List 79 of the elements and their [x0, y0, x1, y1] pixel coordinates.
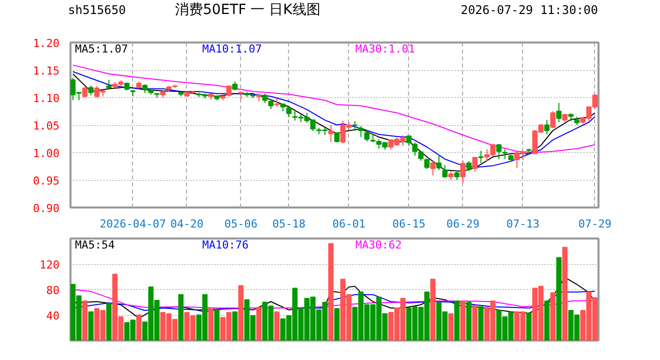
chart-subtitle: sh515650 [68, 2, 126, 19]
bar [238, 285, 244, 340]
bar [106, 303, 112, 340]
candlestick [454, 170, 460, 180]
candlestick [358, 126, 364, 138]
x-tick-label: 07-13 [506, 218, 540, 230]
bar [526, 312, 532, 340]
y-tick-label: 40 [46, 310, 60, 322]
bar [466, 302, 472, 340]
bar [232, 311, 238, 340]
bar [448, 313, 454, 340]
text: MA30:62 [355, 238, 402, 252]
x-tick-label: 06-29 [446, 218, 480, 230]
x-tick-label: 05-06 [224, 218, 258, 230]
candlestick [82, 86, 88, 98]
chart-title: 消费50ETF 一 日K线图 [175, 1, 320, 20]
x-tick-label: 06-15 [392, 218, 426, 230]
bar [178, 294, 184, 340]
candlestick [364, 129, 370, 142]
bar [430, 278, 436, 340]
candlestick [226, 85, 232, 97]
text: MA10:76 [202, 238, 249, 252]
candlestick [496, 144, 502, 160]
bar [214, 309, 220, 340]
bar [334, 308, 340, 340]
candlestick [352, 120, 358, 131]
candlestick [328, 124, 334, 143]
bar [562, 246, 568, 340]
bar [460, 300, 466, 340]
x-tick-label: 05-18 [272, 218, 306, 230]
text: MA30:1.01 [355, 42, 415, 56]
bar [472, 304, 478, 340]
y-tick-label: 1.05 [33, 120, 60, 132]
y-tick-label: 0.95 [33, 174, 60, 188]
candlestick [472, 156, 478, 172]
y-tick-label: 1.00 [33, 147, 60, 160]
series-label: MA5:1.07 [75, 42, 128, 56]
x-tick-label: 06-01 [332, 218, 366, 230]
bar [478, 306, 484, 340]
candlestick [466, 160, 472, 172]
candlestick [502, 148, 508, 160]
y-tick-label: 0.90 [33, 202, 60, 215]
bar [544, 300, 550, 340]
y-tick-label: 80 [46, 284, 60, 297]
x-tick-label: 2026-04-07 [100, 218, 166, 230]
line-series [72, 64, 596, 153]
text: MA5:54 [75, 238, 116, 252]
candlestick [478, 150, 484, 164]
candlestick [334, 132, 340, 144]
bar [550, 292, 556, 340]
y-tick-label: 1.20 [33, 37, 60, 50]
candlestick [544, 120, 550, 135]
text: 2026-07-29 11:30:00 [460, 2, 598, 19]
text: MA10:1.07 [202, 42, 262, 56]
bar [82, 300, 88, 340]
candlestick [88, 84, 94, 96]
x-tick-label: 04-20 [170, 218, 204, 230]
y-tick-label: 1.15 [33, 64, 60, 78]
candlestick [268, 98, 274, 110]
bar [136, 314, 142, 340]
bar [256, 306, 262, 340]
candlestick [550, 110, 556, 129]
bar [274, 311, 280, 340]
candlestick [442, 164, 448, 178]
candlestick [556, 102, 562, 123]
bar [88, 311, 94, 340]
candlestick [262, 93, 268, 104]
bar [328, 243, 334, 340]
bar [208, 308, 214, 340]
candlestick [460, 160, 466, 184]
y-tick-label: 1.10 [33, 92, 60, 105]
candlestick [286, 105, 292, 118]
x-tick-label: 07-29 [578, 218, 612, 230]
candlestick [436, 154, 442, 171]
bar [556, 257, 562, 340]
candlestick [430, 160, 436, 176]
bar [454, 300, 460, 340]
y-tick-label: 120 [40, 258, 60, 272]
candlestick [424, 158, 430, 170]
